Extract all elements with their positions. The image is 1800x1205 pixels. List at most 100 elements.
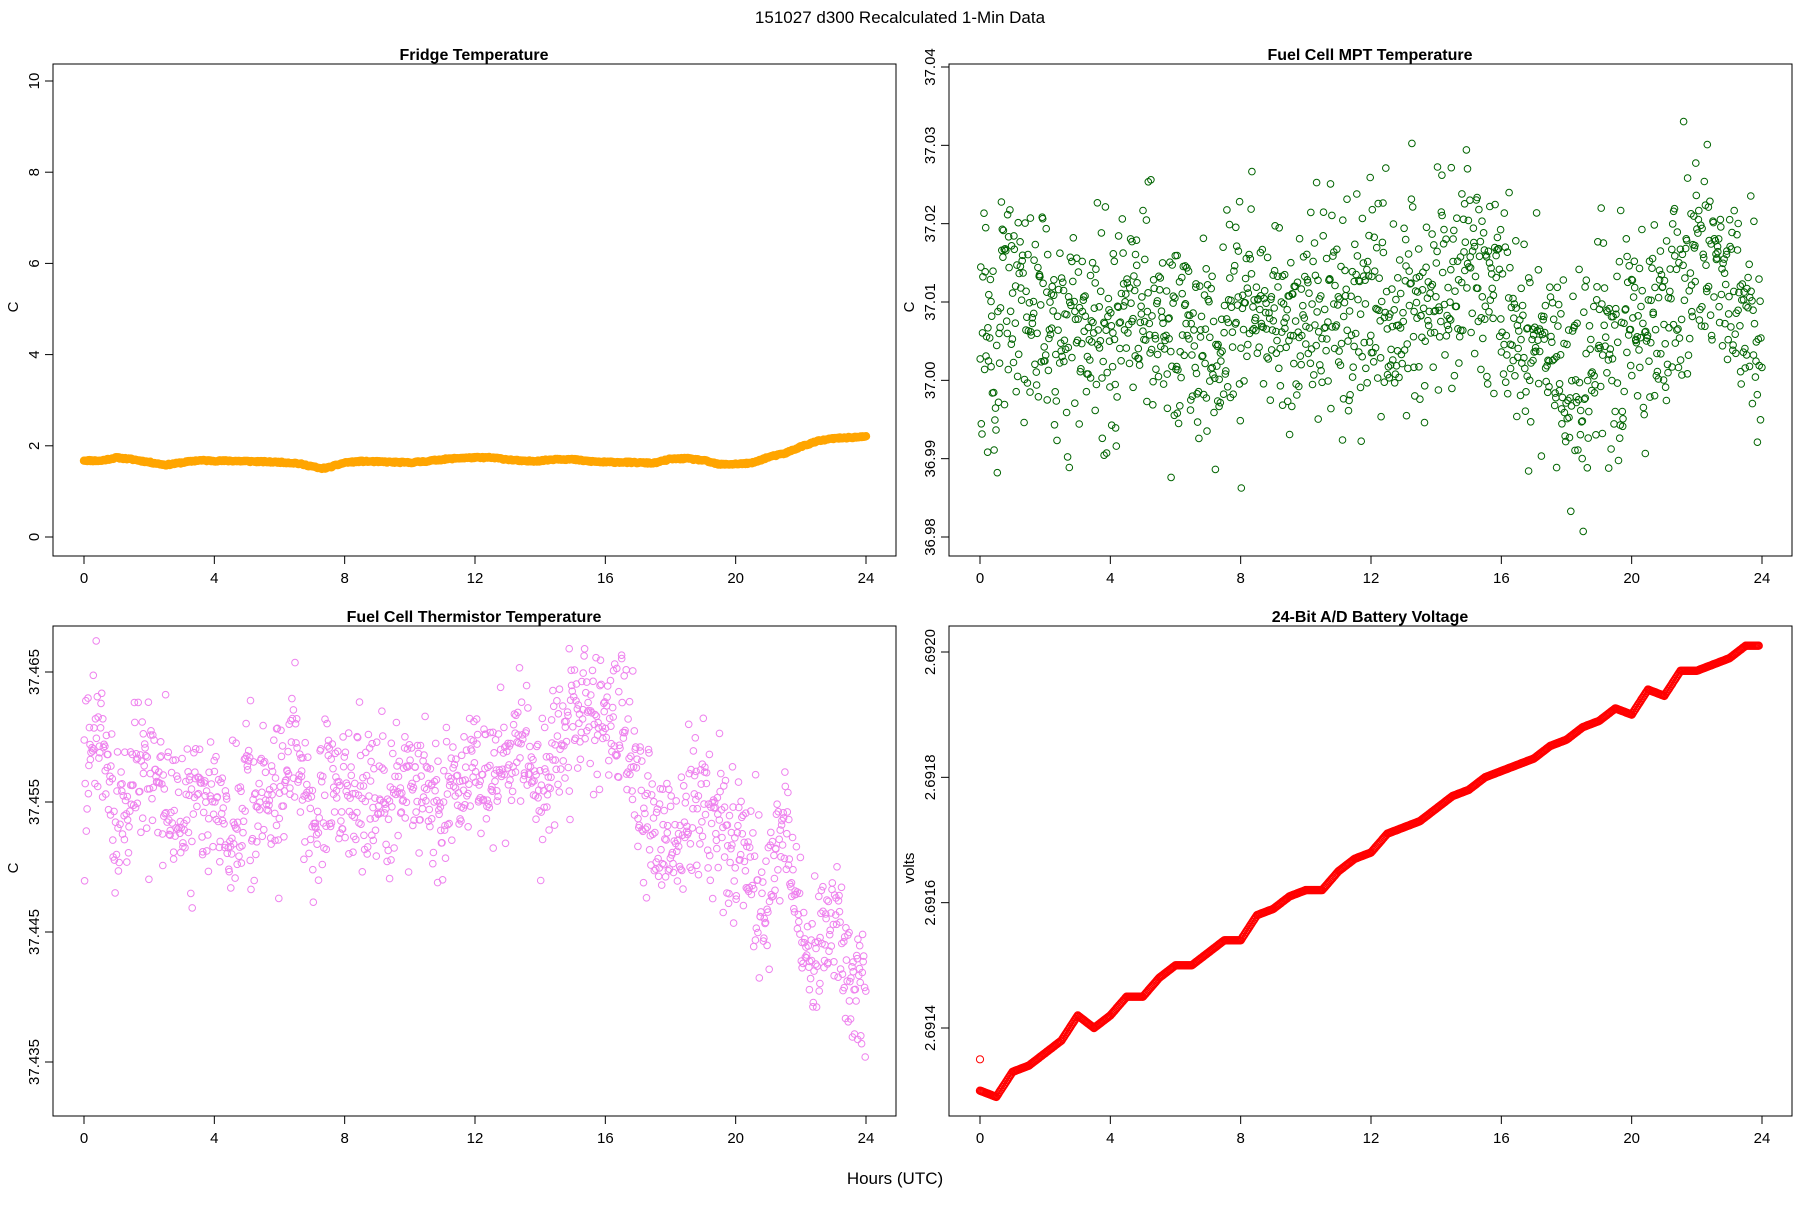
data-point xyxy=(117,768,125,776)
data-point xyxy=(546,784,555,793)
data-point xyxy=(97,699,105,708)
data-point xyxy=(1190,342,1199,350)
data-point xyxy=(983,448,992,457)
data-point xyxy=(1500,209,1509,217)
data-point xyxy=(591,710,599,719)
data-point xyxy=(1655,266,1664,275)
data-point xyxy=(661,873,670,881)
data-point xyxy=(1758,363,1766,372)
data-point xyxy=(1377,297,1386,306)
data-point xyxy=(1343,326,1351,335)
data-point xyxy=(1073,336,1082,345)
data-point xyxy=(201,777,209,785)
data-point xyxy=(368,739,376,748)
data-point xyxy=(698,832,707,841)
data-point xyxy=(639,878,648,887)
data-point xyxy=(1265,309,1273,317)
data-point xyxy=(1706,311,1715,320)
data-point xyxy=(1268,326,1277,334)
data-point xyxy=(1339,395,1348,403)
data-point xyxy=(1599,239,1608,247)
data-point xyxy=(1453,214,1461,222)
data-point xyxy=(658,859,667,868)
data-point xyxy=(1218,347,1226,356)
data-point xyxy=(1003,329,1012,338)
data-point xyxy=(213,793,222,801)
data-point xyxy=(494,730,503,738)
data-point xyxy=(679,782,688,790)
data-point xyxy=(394,831,402,840)
data-point xyxy=(1501,378,1510,387)
data-point xyxy=(1737,380,1745,388)
data-point xyxy=(1584,434,1592,442)
data-point xyxy=(367,757,375,766)
data-point xyxy=(1216,349,1225,357)
data-point xyxy=(1279,300,1288,308)
data-point xyxy=(516,797,525,805)
data-point xyxy=(838,970,847,979)
data-point xyxy=(203,847,211,855)
data-point xyxy=(727,844,735,853)
data-point xyxy=(713,844,721,853)
data-point xyxy=(1592,296,1601,304)
data-point xyxy=(227,884,235,892)
data-point xyxy=(996,304,1005,312)
data-point xyxy=(731,864,740,872)
data-point xyxy=(859,957,868,966)
data-point xyxy=(387,739,396,748)
data-point xyxy=(180,826,188,834)
data-point xyxy=(1068,257,1076,266)
data-point xyxy=(749,942,758,951)
data-point xyxy=(430,777,439,786)
data-point xyxy=(1660,276,1669,285)
data-point xyxy=(132,750,140,758)
data-point xyxy=(1233,301,1242,309)
data-point xyxy=(413,797,421,806)
data-point xyxy=(1107,309,1115,317)
y-tick-label: 37.455 xyxy=(26,779,43,825)
data-point xyxy=(1729,341,1737,349)
data-point xyxy=(555,685,564,694)
data-point xyxy=(1139,206,1147,215)
data-point xyxy=(444,820,452,829)
data-point xyxy=(168,819,176,827)
data-point xyxy=(112,850,121,859)
data-point xyxy=(1029,309,1038,318)
data-point xyxy=(761,919,769,928)
data-point xyxy=(1387,345,1395,354)
data-point xyxy=(767,828,775,837)
data-point xyxy=(1263,353,1271,361)
data-point xyxy=(720,853,729,861)
data-point xyxy=(785,855,794,863)
data-point xyxy=(118,780,126,788)
data-point xyxy=(1695,206,1703,215)
data-point xyxy=(1429,363,1437,372)
data-point xyxy=(237,787,245,796)
data-point xyxy=(1503,389,1512,398)
data-point xyxy=(148,816,157,825)
data-point xyxy=(1363,257,1372,266)
data-point xyxy=(421,712,429,721)
data-point xyxy=(667,792,676,800)
data-point xyxy=(123,816,132,824)
data-point xyxy=(1750,319,1759,328)
data-point xyxy=(1115,319,1124,327)
data-point xyxy=(1043,288,1051,297)
y-tick-label: 10 xyxy=(26,73,43,90)
data-point xyxy=(693,804,702,813)
data-point xyxy=(102,790,110,798)
y-tick-label: 37.445 xyxy=(26,909,43,955)
data-point xyxy=(1210,374,1219,383)
data-point xyxy=(1576,406,1585,415)
data-point xyxy=(1679,261,1687,270)
data-point xyxy=(1130,272,1138,280)
y-tick-label: 0 xyxy=(26,533,43,541)
data-point xyxy=(783,829,791,838)
data-point xyxy=(1438,171,1446,179)
data-point xyxy=(1250,324,1258,333)
data-point xyxy=(1623,348,1631,357)
data-point xyxy=(836,965,845,973)
data-point xyxy=(496,683,505,692)
data-point xyxy=(1045,326,1054,334)
data-point xyxy=(593,770,602,779)
